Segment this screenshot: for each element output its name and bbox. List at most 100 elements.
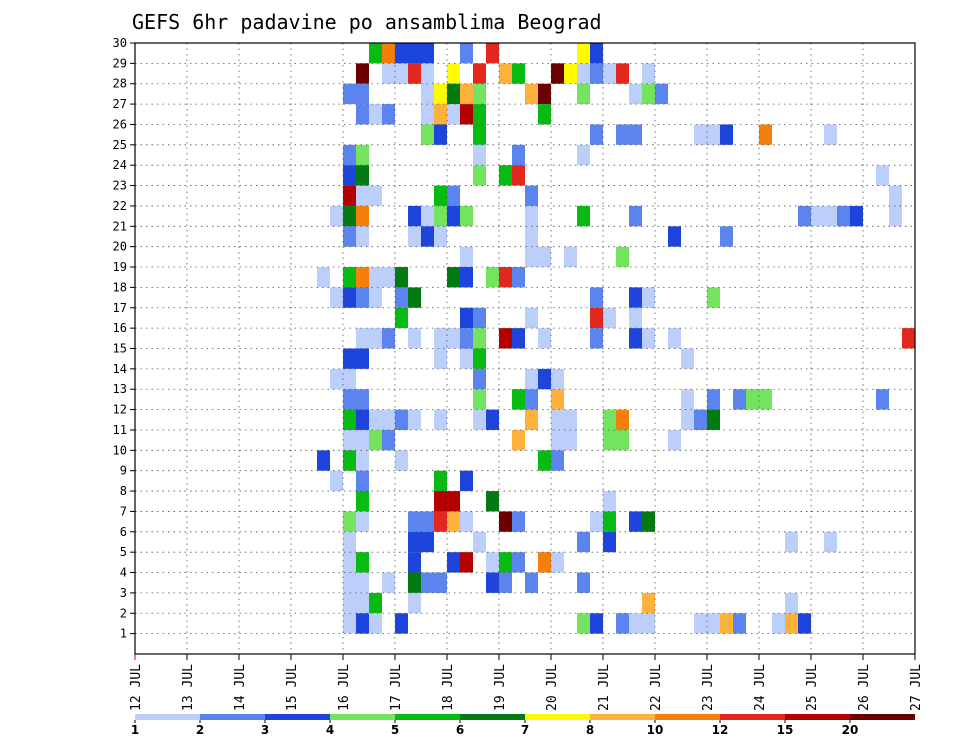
x-tick-label: 17 JUL	[389, 664, 404, 711]
legend-swatch	[395, 714, 460, 720]
precip-cell	[447, 552, 460, 573]
precip-cell	[447, 205, 460, 227]
precip-cell	[525, 205, 538, 227]
precip-cell	[408, 409, 421, 430]
y-tick-label: 26	[113, 117, 127, 131]
precip-cell	[343, 409, 356, 430]
precip-cell	[460, 348, 473, 369]
precip-cell	[356, 389, 369, 410]
legend-swatch	[135, 714, 200, 720]
precip-cell	[343, 389, 356, 410]
precip-cell	[551, 409, 564, 430]
precip-cell	[460, 470, 473, 492]
precip-cell	[551, 389, 564, 410]
precip-cell	[616, 429, 629, 451]
legend-label: 4	[326, 723, 334, 737]
y-tick-label: 10	[113, 443, 127, 457]
precip-cell	[395, 613, 408, 634]
precip-cell	[434, 205, 447, 227]
precip-cell	[499, 63, 512, 84]
precip-cell	[473, 409, 486, 430]
precip-cell	[447, 63, 460, 84]
precip-cell	[447, 511, 460, 532]
precip-cell	[499, 267, 512, 288]
precip-cell	[486, 552, 499, 573]
precip-cell	[642, 511, 655, 532]
precip-cell	[590, 328, 603, 349]
precip-cell	[447, 83, 460, 105]
precip-cell	[798, 613, 811, 634]
precip-cell	[590, 307, 603, 329]
y-tick-label: 28	[113, 77, 127, 91]
y-tick-label: 4	[120, 566, 127, 580]
legend-label: 20	[842, 723, 859, 737]
precip-cell	[434, 83, 447, 105]
precip-cell	[356, 450, 369, 471]
precip-cell	[525, 185, 538, 206]
precip-cell	[642, 592, 655, 614]
precip-cell	[356, 287, 369, 308]
precip-cell	[512, 267, 525, 288]
precip-cell	[395, 287, 408, 308]
precip-cell	[603, 491, 616, 512]
y-tick-label: 24	[113, 158, 127, 172]
precip-cell	[577, 63, 590, 84]
precip-cell	[356, 226, 369, 247]
precip-cell	[642, 328, 655, 349]
precip-cell	[356, 348, 369, 369]
precip-cell	[642, 63, 655, 84]
precip-cell	[577, 43, 590, 64]
precip-cell	[577, 572, 590, 593]
precip-cell	[694, 409, 707, 430]
precip-cell	[577, 144, 590, 166]
legend-swatch	[525, 714, 590, 720]
precip-cell	[629, 613, 642, 634]
precip-cell	[616, 63, 629, 84]
precip-cell	[577, 83, 590, 105]
precip-cell	[408, 552, 421, 573]
precip-cell	[408, 43, 421, 64]
precip-cell	[369, 185, 382, 206]
precip-cell	[447, 267, 460, 288]
precip-cell	[382, 572, 395, 593]
precip-cell	[356, 104, 369, 125]
precip-cell	[395, 63, 408, 84]
precip-cell	[395, 409, 408, 430]
precip-cell	[408, 287, 421, 308]
precip-cell	[395, 267, 408, 288]
precip-cell	[603, 307, 616, 329]
precip-cell	[447, 104, 460, 125]
precip-cell	[343, 368, 356, 390]
precip-cell	[551, 63, 564, 84]
precip-cell	[486, 43, 499, 64]
precip-cell	[473, 165, 486, 186]
precip-cell	[369, 409, 382, 430]
precip-cell	[577, 205, 590, 227]
precip-cell	[408, 63, 421, 84]
y-tick-label: 8	[120, 484, 127, 498]
precip-cell	[629, 83, 642, 105]
precip-cell	[486, 491, 499, 512]
precip-cell	[317, 450, 330, 471]
precip-cell	[421, 43, 434, 64]
precip-cell	[356, 592, 369, 614]
precip-cell	[473, 124, 486, 145]
precip-cell	[642, 613, 655, 634]
precip-cell	[330, 287, 343, 308]
precip-cell	[525, 409, 538, 430]
precip-cell	[421, 124, 434, 145]
y-tick-label: 30	[113, 36, 127, 50]
legend-label: 6	[456, 723, 464, 737]
x-tick-label: 13 JUL	[181, 664, 196, 711]
precip-cell	[395, 307, 408, 329]
precip-cell	[824, 124, 837, 145]
precip-cell	[902, 328, 915, 349]
x-tick-label: 24 JUL	[753, 664, 768, 711]
precip-cell	[434, 124, 447, 145]
y-tick-label: 16	[113, 321, 127, 335]
precip-cell	[343, 185, 356, 206]
precip-cell	[356, 572, 369, 593]
precip-cell	[551, 429, 564, 451]
precip-cell	[564, 409, 577, 430]
precip-cell	[499, 572, 512, 593]
